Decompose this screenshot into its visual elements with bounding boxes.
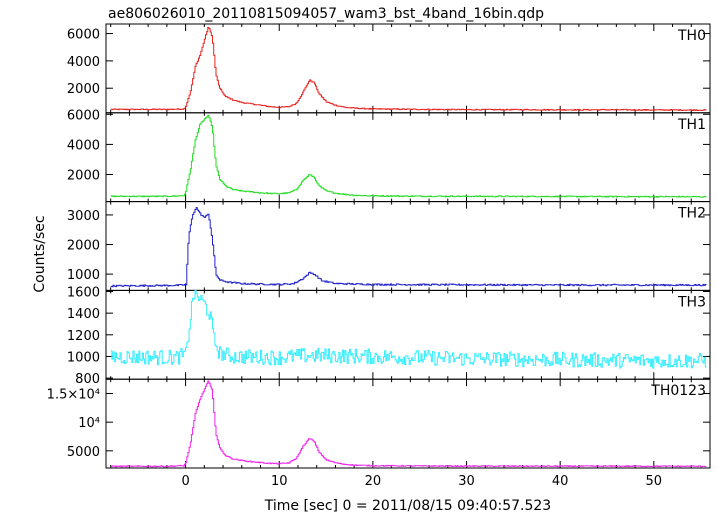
panel-th0: 2000 4000 6000 TH0 bbox=[67, 23, 711, 114]
y-tick-label: 800 bbox=[75, 372, 100, 387]
series-th1 bbox=[110, 115, 707, 198]
panel-frame bbox=[105, 378, 711, 469]
x-tick-label: 10 bbox=[271, 474, 288, 489]
chart-title: ae806026010_20110815094057_wam3_bst_4ban… bbox=[108, 6, 544, 22]
x-tick-label: 30 bbox=[458, 474, 475, 489]
y-tick-label: 2000 bbox=[67, 82, 100, 97]
y-tick-label: 5000 bbox=[67, 445, 100, 460]
x-tick-label: 50 bbox=[646, 474, 663, 489]
panels: 2000 4000 6000 TH0 2000 4000 6000 TH1 1000 2000 30… bbox=[47, 23, 711, 489]
x-axis-label: Time [sec] 0 = 2011/08/15 09:40:57.523 bbox=[264, 498, 551, 514]
series-th0 bbox=[110, 27, 707, 111]
y-tick-label: 4000 bbox=[67, 138, 100, 153]
series-th2 bbox=[110, 207, 707, 288]
y-tick-label: 2000 bbox=[67, 169, 100, 184]
y-tick-label: 1600 bbox=[67, 285, 100, 300]
panel-frame bbox=[105, 201, 711, 291]
y-axis-label: Counts/sec bbox=[32, 215, 48, 292]
panel-name: TH0 bbox=[677, 28, 706, 44]
x-tick-label: 0 bbox=[181, 474, 189, 489]
y-tick-label: 1000 bbox=[67, 350, 100, 365]
panel-th1: 2000 4000 6000 TH1 bbox=[67, 108, 711, 203]
y-tick-label: 2000 bbox=[67, 239, 100, 254]
series-th0123 bbox=[110, 380, 707, 468]
y-tick-label: 1400 bbox=[67, 307, 100, 322]
panel-name: TH1 bbox=[677, 117, 706, 133]
y-tick-label: 1.5×10⁴ bbox=[47, 388, 100, 403]
x-tick-label: 40 bbox=[552, 474, 569, 489]
y-tick-label: 1000 bbox=[67, 268, 100, 283]
panel-th3: 800 1000 1200 1400 1600 TH3 bbox=[67, 285, 711, 387]
y-tick-label: 6000 bbox=[67, 108, 100, 123]
y-tick-label: 1200 bbox=[67, 329, 100, 344]
panel-name: TH3 bbox=[677, 294, 706, 310]
y-tick-label: 3000 bbox=[67, 209, 100, 224]
panel-th0123: 5000 10⁴ 1.5×10⁴ TH0123 bbox=[47, 378, 711, 469]
panel-th2: 1000 2000 3000 TH2 bbox=[67, 201, 711, 291]
series-th3 bbox=[110, 289, 707, 369]
panel-frame bbox=[105, 23, 711, 114]
panel-frame bbox=[105, 112, 711, 203]
panel-name: TH0123 bbox=[650, 383, 706, 399]
panel-name: TH2 bbox=[677, 206, 706, 222]
y-tick-label: 4000 bbox=[67, 55, 100, 70]
y-tick-label: 10⁴ bbox=[78, 416, 100, 431]
y-tick-label: 6000 bbox=[67, 28, 100, 43]
x-tick-label: 20 bbox=[365, 474, 382, 489]
